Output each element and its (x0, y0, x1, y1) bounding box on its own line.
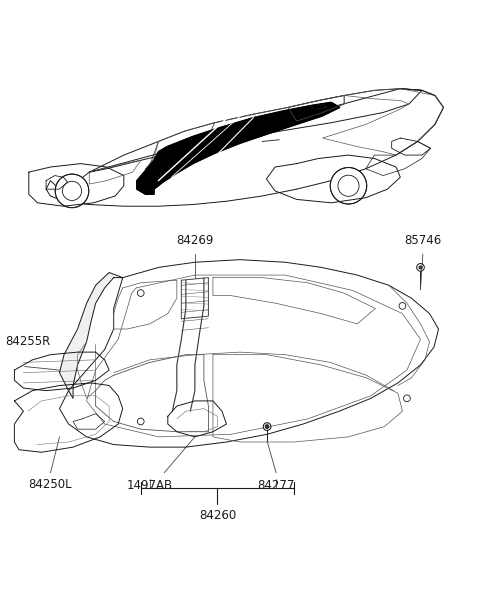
Circle shape (263, 423, 271, 430)
Text: 84269: 84269 (176, 234, 214, 247)
Text: 1497AB: 1497AB (127, 478, 173, 491)
Circle shape (330, 167, 367, 204)
Circle shape (55, 174, 89, 208)
Text: 85746: 85746 (404, 234, 442, 247)
Text: 84250L: 84250L (29, 478, 72, 491)
Polygon shape (137, 102, 340, 194)
Text: 84255R: 84255R (5, 335, 50, 348)
Polygon shape (60, 272, 123, 399)
Circle shape (265, 425, 269, 429)
Text: 84260: 84260 (199, 509, 236, 522)
Text: 84277: 84277 (257, 478, 295, 491)
